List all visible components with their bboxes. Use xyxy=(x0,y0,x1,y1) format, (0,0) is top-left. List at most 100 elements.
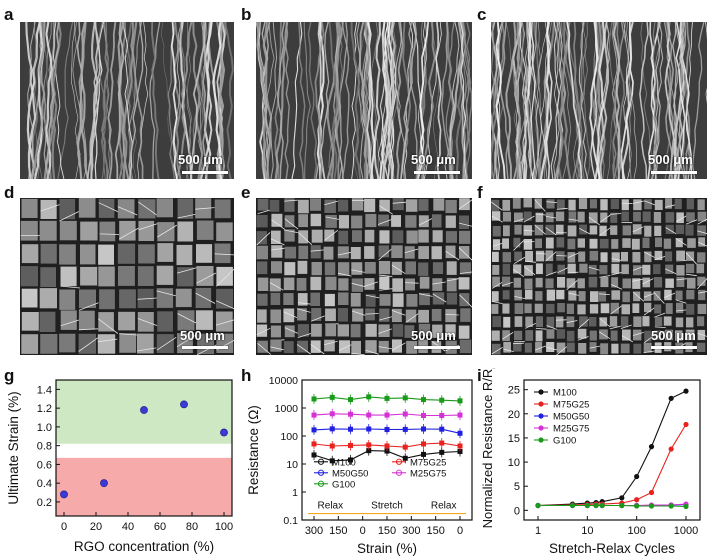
crack-edge xyxy=(215,300,234,310)
data-point xyxy=(457,443,463,449)
crack-flake xyxy=(195,310,213,330)
crack-edge xyxy=(351,352,365,355)
crack-edge xyxy=(60,319,81,327)
y-tick-label: 10000 xyxy=(269,375,298,387)
crack-edge xyxy=(665,268,677,275)
crack-flake xyxy=(391,308,402,323)
crack-flake xyxy=(118,266,135,286)
data-point xyxy=(329,394,335,400)
crack-flake xyxy=(556,199,565,210)
crack-flake xyxy=(99,289,115,310)
wrinkle-line xyxy=(170,22,178,179)
crack-flake xyxy=(697,303,707,314)
crack-edge xyxy=(610,305,622,315)
crack-flake xyxy=(297,293,308,306)
crack-flake xyxy=(535,263,543,275)
data-point xyxy=(384,448,390,454)
data-point xyxy=(311,452,317,458)
crack-flake xyxy=(556,342,566,353)
data-point xyxy=(329,458,335,464)
wrinkle-line xyxy=(459,22,467,179)
crack-flake xyxy=(588,317,597,327)
crack-edge xyxy=(378,274,393,277)
crack-edge xyxy=(534,224,546,235)
crack-flake xyxy=(271,213,283,227)
y-tick-label: 1.2 xyxy=(37,403,52,415)
crack-flake xyxy=(502,252,511,263)
crack-flake xyxy=(642,237,650,248)
crack-flake xyxy=(157,243,174,262)
wrinkle-line xyxy=(373,22,382,179)
wrinkle-line xyxy=(408,22,419,179)
crack-flake xyxy=(365,340,377,354)
crack-edge xyxy=(589,345,601,349)
crack-flake xyxy=(653,264,661,275)
wrinkle-line xyxy=(262,22,273,179)
crack-flake xyxy=(513,264,522,274)
crack-flake xyxy=(59,333,76,353)
crack-flake xyxy=(214,199,231,219)
wrinkle-line xyxy=(674,22,687,179)
crack-flake xyxy=(459,215,469,229)
crack-flake xyxy=(418,246,429,259)
sem-image-d: 500 μm xyxy=(20,198,234,355)
crack-flake xyxy=(364,246,375,259)
crack-flake xyxy=(310,276,322,291)
crack-flake xyxy=(256,245,268,260)
crack-flake xyxy=(686,251,695,261)
crack-flake xyxy=(310,292,320,306)
y-tick-label: 10 xyxy=(508,457,520,469)
crack-edge xyxy=(568,292,580,296)
y-tick-label: 0.8 xyxy=(37,441,52,453)
wrinkle-line xyxy=(417,22,430,179)
crack-flake xyxy=(633,316,642,327)
crack-flake xyxy=(338,292,349,305)
crack-edge xyxy=(557,267,569,274)
crack-flake xyxy=(589,250,599,261)
phase-label: Relax xyxy=(318,501,344,512)
crack-edge xyxy=(513,342,524,345)
crack-edge xyxy=(653,291,665,304)
crack-flake xyxy=(589,225,598,235)
panel-label-b: b xyxy=(241,5,252,24)
data-point xyxy=(421,451,426,457)
data-point xyxy=(648,503,655,509)
crack-flake xyxy=(642,211,651,222)
crack-edge xyxy=(502,332,514,340)
crack-edge xyxy=(337,272,352,277)
wrinkle-line xyxy=(167,22,176,179)
crack-flake xyxy=(514,224,522,235)
crack-flake xyxy=(445,245,456,259)
crack-flake xyxy=(364,278,375,290)
crack-flake xyxy=(216,266,233,286)
crack-flake xyxy=(39,288,57,309)
wrinkle-line xyxy=(421,22,436,179)
data-point xyxy=(457,448,463,454)
crack-flake xyxy=(663,316,672,326)
crack-flake xyxy=(405,309,417,323)
data-point xyxy=(599,502,605,509)
wrinkle-line xyxy=(53,22,65,179)
legend-marker xyxy=(395,469,403,476)
panel-label-i: i xyxy=(477,366,482,385)
wrinkle-line xyxy=(25,22,37,179)
data-point xyxy=(457,412,463,418)
wrinkle-line xyxy=(545,22,553,179)
crack-flake xyxy=(492,265,500,275)
crack-edge xyxy=(459,271,472,274)
x-tick-label: 1000 xyxy=(674,525,698,537)
scale-label-c: 500 μm xyxy=(648,152,693,167)
crack-flake xyxy=(351,278,364,292)
legend-marker xyxy=(538,425,544,431)
crack-flake xyxy=(557,277,566,288)
wrinkle-line xyxy=(396,22,404,179)
crack-edge xyxy=(298,232,313,245)
crack-flake xyxy=(324,262,336,276)
wrinkle-line xyxy=(114,22,125,179)
crack-flake xyxy=(80,221,98,241)
legend-marker xyxy=(317,469,325,476)
crack-flake xyxy=(577,211,585,223)
crack-flake xyxy=(697,329,706,341)
crack-flake xyxy=(156,288,174,308)
crack-edge xyxy=(379,288,393,291)
